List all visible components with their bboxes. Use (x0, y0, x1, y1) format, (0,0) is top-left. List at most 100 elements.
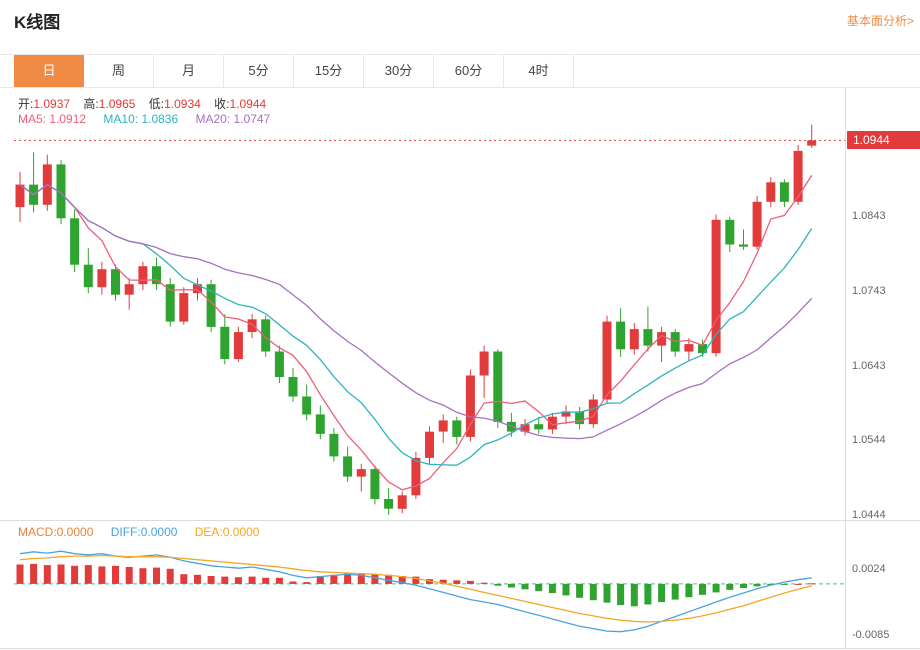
candle-body (397, 495, 407, 509)
candle-body (411, 457, 421, 496)
candle-body (602, 321, 612, 400)
macd-bar (207, 576, 215, 584)
macd-bar (630, 583, 638, 607)
macd-bar (780, 583, 788, 585)
macd-bar (617, 583, 625, 606)
macd-bar (699, 583, 706, 595)
macd-bar (439, 579, 447, 584)
candle-body (520, 424, 530, 432)
candle-body (561, 411, 571, 417)
candle-body (247, 319, 257, 332)
candle-body (70, 218, 80, 265)
macd-bar (166, 568, 174, 584)
candles (15, 124, 817, 515)
macd-bar (344, 573, 352, 584)
ma20-line (19, 183, 813, 440)
candle-body (534, 424, 544, 430)
candle-body (643, 329, 653, 346)
macd-bar (548, 583, 556, 593)
ma10-line (19, 183, 813, 466)
macd-bar (535, 583, 543, 592)
macd-bar (221, 576, 229, 584)
candle-body (206, 284, 216, 327)
macd-bar (30, 563, 38, 584)
macd-bar (576, 583, 584, 598)
macd-bar (740, 583, 747, 589)
macd-bar (603, 583, 611, 603)
macd-bar (712, 583, 720, 593)
fundamental-analysis-link[interactable]: 基本面分析> (846, 14, 914, 28)
candle-body (288, 377, 298, 397)
candle-body (56, 164, 66, 219)
candle-body (179, 293, 189, 322)
candle-body (657, 332, 667, 346)
candle-body (97, 269, 107, 288)
candle-body (807, 140, 817, 146)
macd-bar (112, 565, 119, 584)
interval-tabbar: 日 周 月 5分 15分 30分 60分 4时 (0, 54, 920, 88)
macd-bar (794, 583, 802, 585)
candle-body (356, 469, 366, 477)
diff-item: DIFF:0.0000 (110, 525, 178, 539)
high-item: 高:1.0965 (83, 97, 136, 111)
ohlc-legend: 开:1.0937 高:1.0965 低:1.0934 收:1.0944 (18, 95, 276, 112)
dea-line (19, 554, 812, 623)
macd-legend: MACD:0.0000 DIFF:0.0000 DEA:0.0000 (18, 525, 273, 539)
ma10-item: MA10: 1.0836 (103, 112, 179, 126)
candle-body (547, 416, 557, 430)
candle-body (438, 420, 448, 432)
macd-axis-label: 0.0024 (852, 563, 886, 576)
macd-bar (507, 583, 515, 588)
candle-body (165, 284, 175, 322)
candle-body (493, 351, 503, 422)
macd-bar (521, 583, 529, 590)
macd-bar (57, 564, 65, 584)
tab-month[interactable]: 月 (154, 55, 224, 87)
tab-5min[interactable]: 5分 (224, 55, 294, 87)
candle-body (315, 414, 325, 434)
macd-bar (139, 568, 147, 584)
macd-bar (658, 583, 666, 602)
candle-body (152, 266, 161, 285)
tab-day[interactable]: 日 (14, 55, 84, 87)
macd-bar (275, 577, 283, 584)
candle-body (302, 396, 312, 415)
macd-bar (726, 583, 734, 590)
candle-body (220, 326, 230, 359)
candle-body (111, 269, 120, 295)
macd-bar (562, 583, 570, 596)
tab-30min[interactable]: 30分 (364, 55, 434, 87)
tab-15min[interactable]: 15分 (294, 55, 364, 87)
macd-bar (316, 576, 324, 584)
candle-body (233, 332, 243, 360)
candle-body (629, 329, 639, 350)
candle-body (274, 351, 284, 377)
low-item: 低:1.0934 (148, 97, 201, 111)
macd-bar (262, 577, 270, 584)
candle-body (698, 344, 707, 354)
candle-body (479, 351, 489, 376)
macd-bar (289, 581, 297, 584)
candle-body (425, 431, 434, 458)
macd-bar (685, 583, 693, 598)
macd-bar (753, 583, 761, 587)
close-item: 收:1.0944 (214, 97, 267, 111)
candle-body (711, 219, 721, 354)
tab-60min[interactable]: 60分 (434, 55, 504, 87)
candle-body (766, 182, 776, 202)
macd-bar (453, 580, 461, 584)
candle-body (588, 399, 598, 425)
candle-body (15, 184, 25, 208)
macd-bar (494, 583, 502, 586)
candle-body (725, 219, 735, 245)
macd-bar (644, 583, 652, 605)
tab-week[interactable]: 周 (84, 55, 154, 87)
candle-body (575, 411, 585, 425)
macd-item: MACD:0.0000 (18, 525, 94, 539)
price-axis-label: 1.0444 (852, 508, 886, 521)
tab-4hour[interactable]: 4时 (504, 55, 574, 87)
price-axis-label: 1.0743 (852, 284, 886, 297)
candle-body (83, 264, 93, 288)
